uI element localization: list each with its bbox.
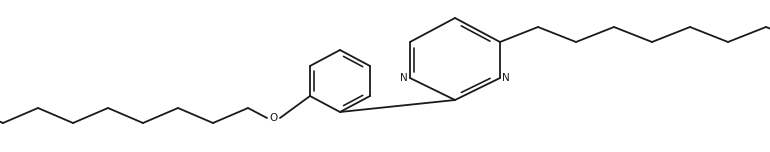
Text: O: O [270,113,278,123]
Text: N: N [502,73,510,83]
Text: N: N [400,73,408,83]
